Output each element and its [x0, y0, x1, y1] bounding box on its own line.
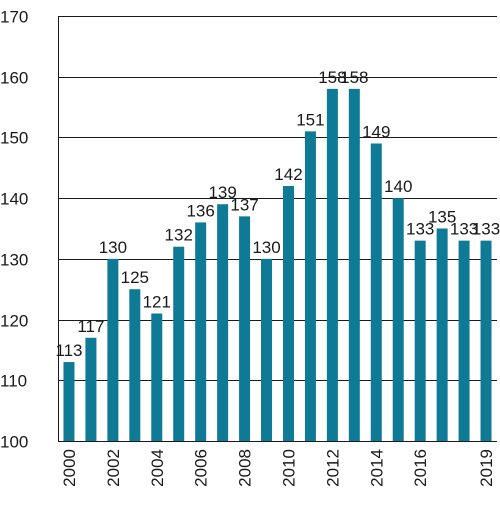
bar: [458, 240, 470, 441]
data-labels: 1131171301251211321361391371301421511581…: [55, 68, 500, 360]
bar: [261, 258, 273, 441]
x-tick-label: 2016: [411, 449, 430, 487]
data-label: 113: [55, 341, 82, 360]
x-tick-label: 2004: [148, 449, 167, 487]
y-tick-label: 150: [0, 129, 28, 148]
x-tick-label: 2008: [236, 449, 255, 487]
y-tick-label: 100: [0, 433, 28, 452]
bar: [392, 198, 404, 441]
bar: [326, 88, 338, 442]
data-label: 133: [472, 220, 500, 239]
bar: [348, 88, 360, 442]
x-tick-label: 2010: [279, 449, 298, 487]
data-label: 117: [77, 317, 104, 336]
x-tick-label: 2014: [367, 449, 386, 487]
data-label: 121: [143, 293, 171, 312]
data-label: 133: [406, 220, 434, 239]
bar: [304, 131, 316, 442]
x-tick-label: 2012: [323, 449, 342, 487]
bar: [414, 240, 426, 441]
data-label: 140: [384, 177, 412, 196]
bar: [217, 204, 229, 441]
y-tick-label: 170: [0, 8, 28, 27]
data-label: 133: [450, 220, 478, 239]
data-label: 137: [230, 195, 258, 214]
x-tick-label: 2000: [60, 449, 79, 487]
bar: [370, 143, 382, 441]
x-tick-label: 2019: [477, 449, 496, 487]
bar: [129, 289, 141, 441]
data-label: 130: [99, 238, 127, 257]
bar: [282, 186, 294, 441]
bar: [63, 362, 75, 441]
data-label: 151: [296, 110, 324, 129]
y-tick-label: 120: [0, 312, 28, 331]
data-label: 149: [362, 123, 390, 142]
y-tick-label: 160: [0, 69, 28, 88]
data-label: 142: [274, 165, 302, 184]
x-tick-label: 2002: [104, 449, 123, 487]
bar: [436, 228, 448, 441]
data-label: 136: [186, 201, 214, 220]
bar: [239, 216, 251, 441]
bar: [151, 313, 163, 441]
bar: [85, 337, 97, 441]
x-axis-tick-labels: 2000 2002 2004 2006 2008 2010 2012 2014 2016 2019: [60, 449, 496, 487]
y-tick-label: 140: [0, 190, 28, 209]
data-label: 158: [340, 68, 368, 87]
data-label: 135: [428, 208, 456, 227]
data-label: 132: [165, 226, 193, 245]
bar: [173, 246, 185, 441]
y-tick-label: 110: [0, 372, 27, 391]
bars: [63, 88, 492, 442]
data-label: 158: [318, 68, 346, 87]
bar: [107, 258, 119, 441]
y-tick-label: 130: [0, 251, 28, 270]
x-tick-label: 2006: [192, 449, 211, 487]
data-label: 139: [208, 183, 236, 202]
y-axis-tick-labels: 100 110 120 130 140 150 160 170: [0, 8, 28, 452]
data-label: 125: [121, 268, 149, 287]
bar: [480, 240, 492, 441]
data-label: 130: [252, 238, 280, 257]
bar: [195, 222, 207, 441]
